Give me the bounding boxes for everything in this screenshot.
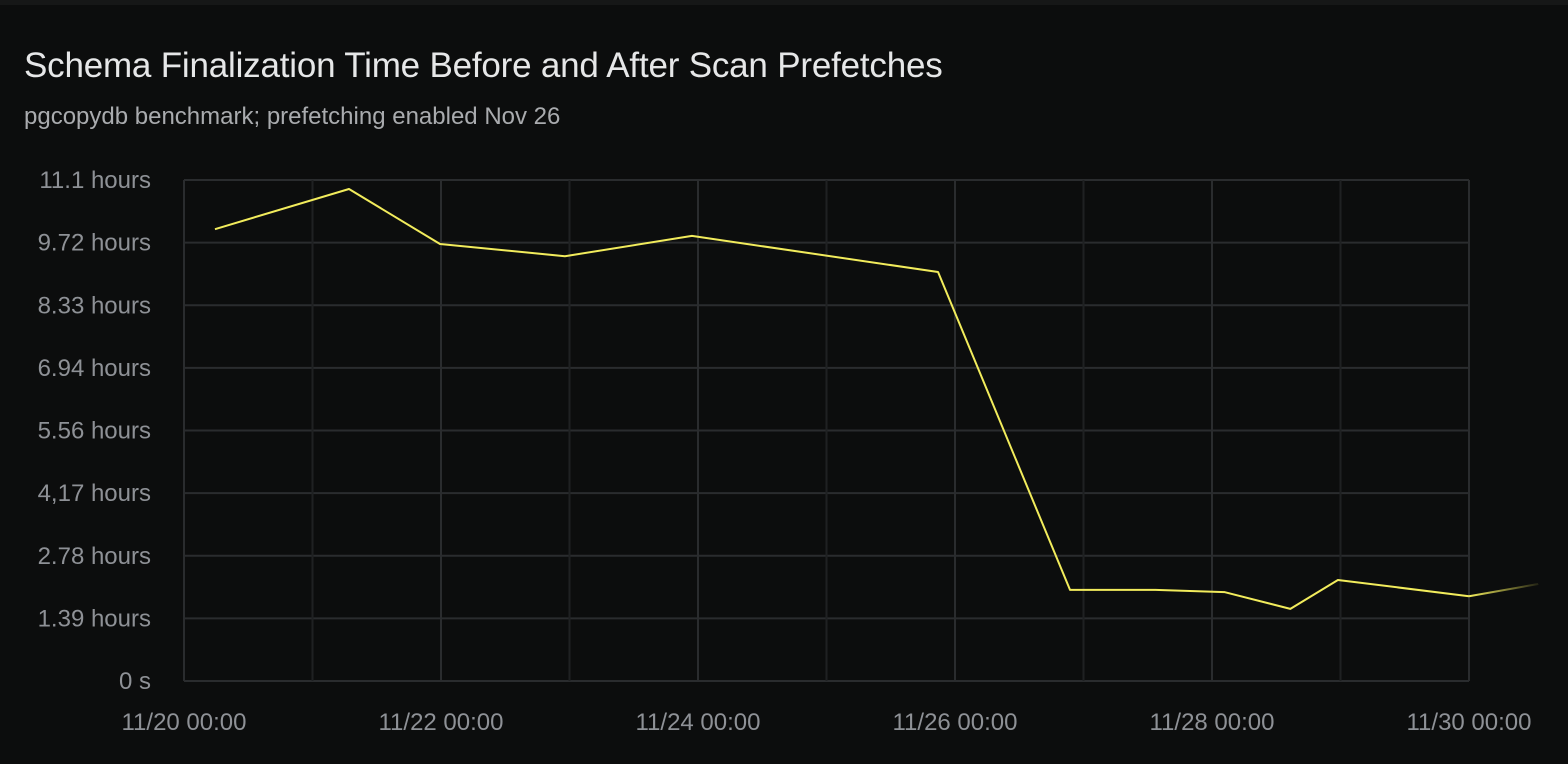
chart-subtitle: pgcopydb benchmark; prefetching enabled … [24,103,561,130]
x-tick-label: 11/20 00:00 [121,709,246,736]
chart-title: Schema Finalization Time Before and Afte… [24,46,943,85]
x-axis: 11/20 00:00 11/22 00:00 11/24 00:00 11/26 0… [121,709,1531,736]
top-border [0,0,1568,5]
y-tick-label: 9.72 hours [38,230,151,257]
y-tick-label: 1.39 hours [38,605,151,632]
y-tick-label: 2.78 hours [38,543,151,570]
x-tick-label: 11/28 00:00 [1149,709,1274,736]
y-tick-label: 5.56 hours [38,418,151,445]
x-tick-label: 11/24 00:00 [635,709,760,736]
x-tick-label: 11/22 00:00 [378,709,503,736]
series-line-overflow [1468,583,1539,598]
x-tick-label: 11/30 00:00 [1406,709,1531,736]
grid [183,179,1470,682]
y-tick-label: 4,17 hours [38,480,151,507]
y-tick-label: 0 s [119,668,151,695]
y-tick-label: 11.1 hours [39,167,151,194]
y-tick-label: 6.94 hours [38,355,151,382]
series-line [214,188,1539,610]
y-tick-label: 8.33 hours [38,292,151,319]
y-axis: 0 s 1.39 hours 2.78 hours 4,17 hours 5.56 ho… [38,167,151,695]
series-line-path [214,188,1470,610]
x-tick-label: 11/26 00:00 [892,709,1017,736]
